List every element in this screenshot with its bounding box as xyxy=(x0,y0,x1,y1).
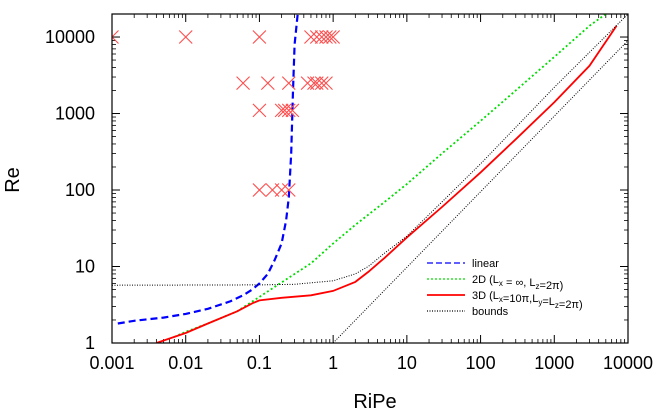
marker-stroke xyxy=(319,76,333,90)
y-tick-label: 100 xyxy=(65,180,95,200)
marker-stroke xyxy=(326,30,341,44)
marker-x xyxy=(178,30,193,44)
y-tick-label: 10 xyxy=(75,257,95,277)
y-tick-label: 10000 xyxy=(45,27,95,47)
marker-stroke xyxy=(112,30,119,38)
marker-x xyxy=(274,103,289,118)
series-linear xyxy=(117,14,299,325)
simulation-markers xyxy=(112,30,341,197)
x-tick-label: 0.01 xyxy=(168,353,203,373)
marker-stroke xyxy=(314,76,329,90)
series-bounds-line xyxy=(332,40,628,343)
marker-stroke xyxy=(322,30,337,44)
marker-x xyxy=(326,30,341,44)
marker-x xyxy=(319,76,333,90)
marker-x xyxy=(252,30,267,44)
marker-stroke xyxy=(307,76,321,90)
x-tick-label: 1000 xyxy=(534,353,574,373)
marker-x xyxy=(112,30,119,44)
marker-stroke xyxy=(236,76,250,90)
marker-x xyxy=(281,76,296,90)
series-3D xyxy=(156,25,618,343)
y-axis-title: Re xyxy=(2,167,24,193)
x-tick-label: 0.1 xyxy=(247,353,272,373)
marker-x xyxy=(285,103,300,118)
marker-stroke xyxy=(277,103,292,118)
x-axis-title: RiPe xyxy=(353,391,396,413)
marker-x xyxy=(274,183,289,197)
legend-label: 2D (Lx = ∞, Lz=2π) xyxy=(472,274,563,292)
tick-labels: 0.001 0.01 0.1 1 10 100 1000 10000 1 10 100 1000 100… xyxy=(45,27,653,373)
marker-stroke xyxy=(281,76,296,90)
legend: linear 2D (Lx = ∞, Lz=2π)3D (Lx=10π,Ly=Lz… xyxy=(427,258,583,318)
series-bounds-flat xyxy=(112,14,628,286)
marker-stroke xyxy=(281,183,296,197)
marker-x xyxy=(252,103,267,118)
axes-ticks xyxy=(111,13,629,344)
marker-x xyxy=(319,30,333,44)
y-tick-label: 1000 xyxy=(55,104,95,124)
marker-x xyxy=(314,76,329,90)
marker-x xyxy=(304,30,318,44)
marker-stroke xyxy=(285,103,300,118)
x-tick-label: 0.001 xyxy=(89,353,134,373)
marker-stroke xyxy=(112,36,119,44)
marker-stroke xyxy=(252,30,267,44)
y-tick-label: 1 xyxy=(85,333,95,353)
x-tick-label: 10 xyxy=(397,353,417,373)
x-tick-label: 1 xyxy=(328,353,338,373)
marker-stroke xyxy=(274,103,289,118)
marker-stroke xyxy=(304,30,318,44)
legend-label: 3D (Lx=10π,Ly=Lz=2π) xyxy=(472,290,583,311)
legend-label: linear xyxy=(472,258,499,270)
marker-x xyxy=(236,76,250,90)
marker-x xyxy=(281,103,296,118)
marker-stroke xyxy=(274,183,289,197)
marker-stroke xyxy=(178,30,193,44)
marker-x xyxy=(281,183,296,197)
plot-frame xyxy=(111,13,629,344)
marker-stroke xyxy=(319,30,333,44)
x-tick-label: 100 xyxy=(466,353,496,373)
x-tick-label: 10000 xyxy=(603,353,653,373)
marker-x xyxy=(277,103,292,118)
marker-stroke xyxy=(252,103,267,118)
marker-x xyxy=(252,183,267,197)
marker-x xyxy=(307,76,321,90)
legend-label: bounds xyxy=(472,306,509,318)
series-lines xyxy=(112,14,628,343)
marker-stroke xyxy=(252,183,267,197)
marker-x xyxy=(322,30,337,44)
marker-stroke xyxy=(260,76,275,90)
marker-stroke xyxy=(281,103,296,118)
marker-x xyxy=(260,76,275,90)
